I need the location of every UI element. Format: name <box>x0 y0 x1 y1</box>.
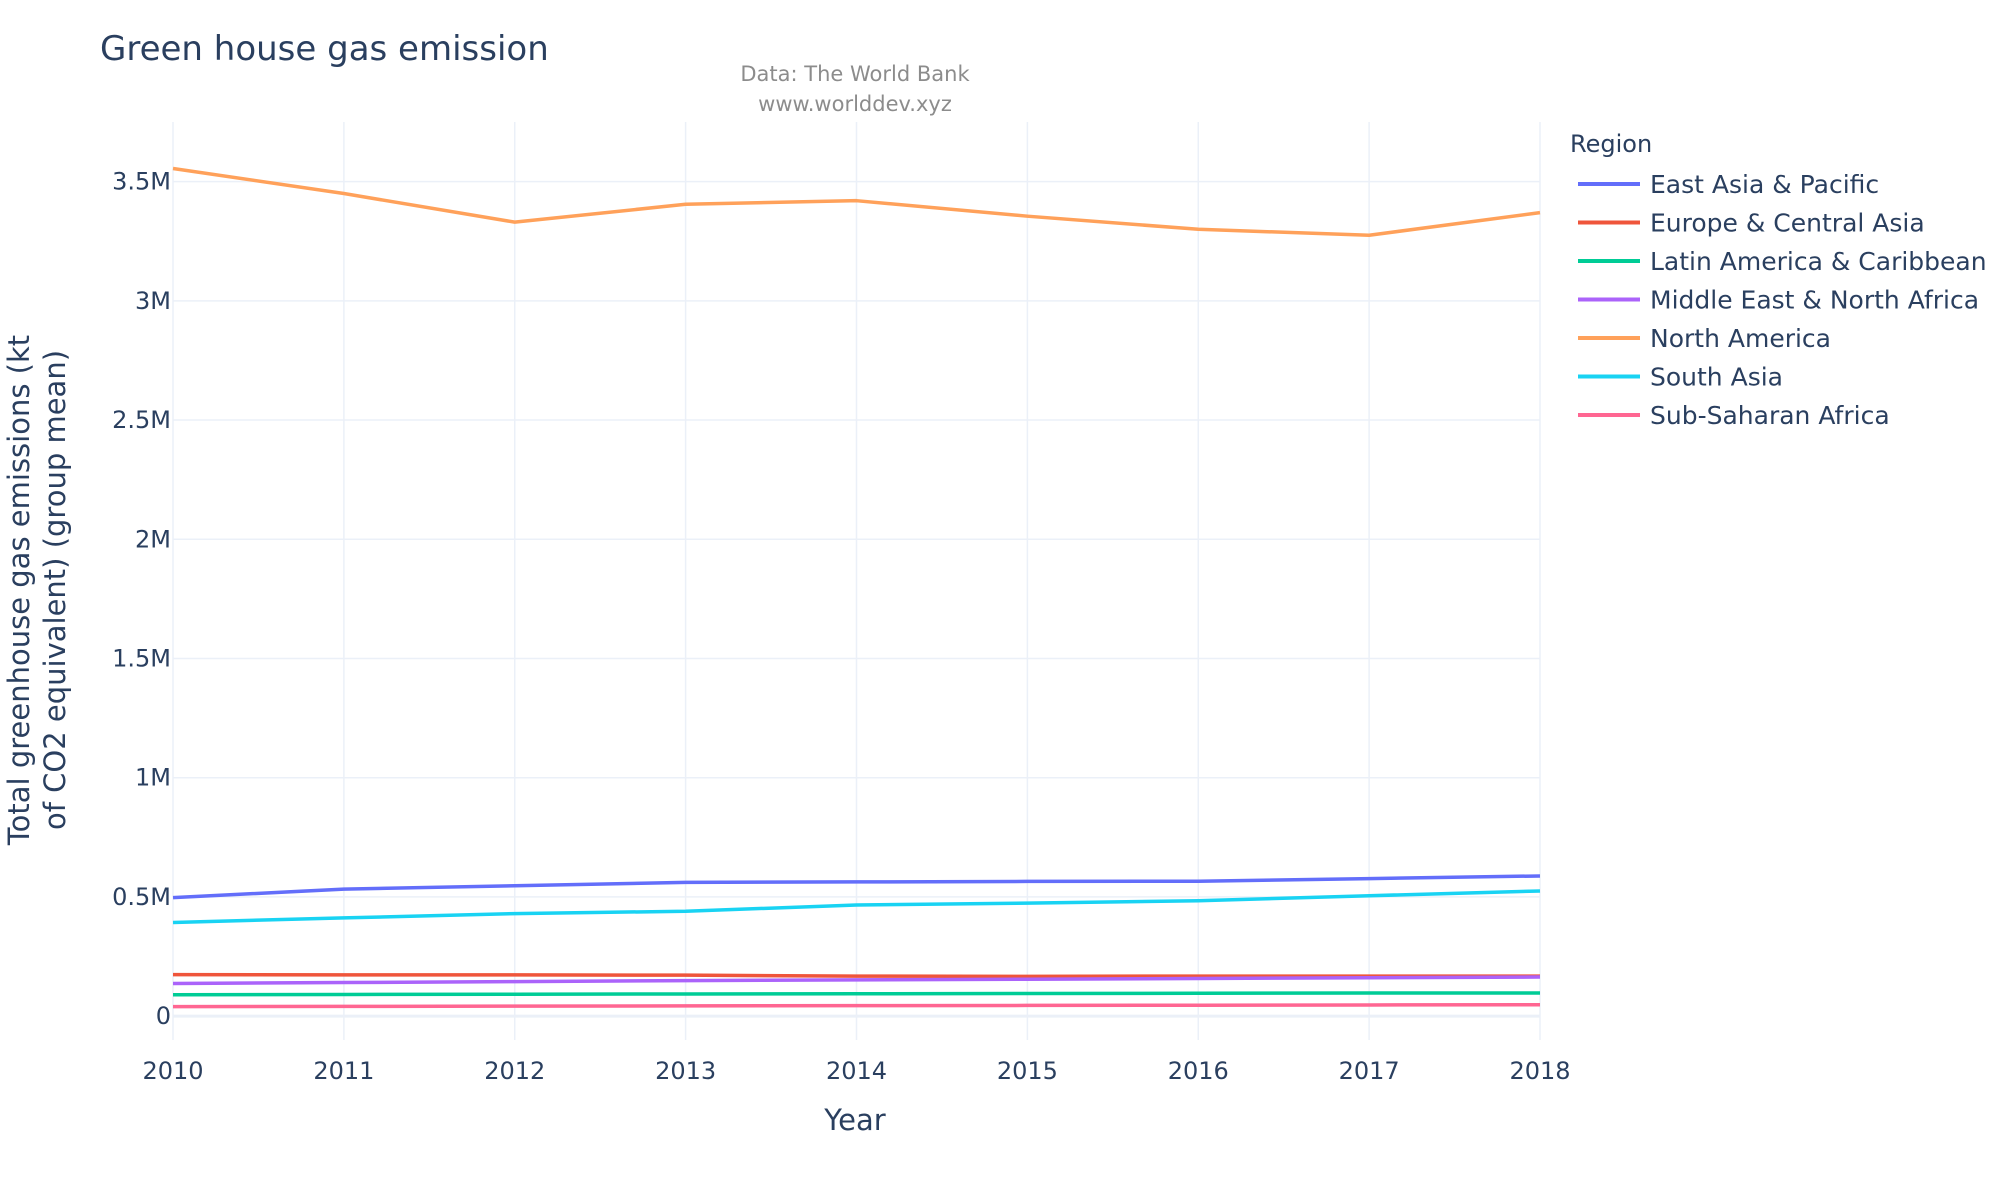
x-tick-label: 2015 <box>997 1057 1058 1085</box>
series-line-latin-america-caribbean <box>172 991 1540 997</box>
legend-label: Sub-Saharan Africa <box>1650 401 1890 430</box>
y-tick-label: 1.5M <box>112 644 171 672</box>
x-tick-label: 2011 <box>313 1057 374 1085</box>
legend-label: South Asia <box>1650 363 1783 392</box>
y-tick-label: 2M <box>135 525 171 553</box>
x-axis-ticks: 2010 2011 2012 2013 2014 2015 2016 2017 2018 <box>142 1057 1570 1085</box>
legend-label: Middle East & North Africa <box>1650 286 1979 315</box>
legend-item-europe-central-asia[interactable]: Europe & Central Asia <box>1578 209 1925 238</box>
series-line-middle-east-north-africa <box>172 975 1541 986</box>
legend-item-sub-saharan-africa[interactable]: Sub-Saharan Africa <box>1578 401 1890 430</box>
chart-subtitle-line-1: Data: The World Bank <box>740 62 970 86</box>
x-tick-label: 2016 <box>1168 1057 1229 1085</box>
chart-title: Green house gas emission <box>100 29 549 69</box>
x-tick-label: 2014 <box>826 1057 887 1085</box>
series-line-sub-saharan-africa <box>172 1002 1541 1009</box>
x-axis-title: Year <box>823 1103 885 1137</box>
y-tick-label: 2.5M <box>112 406 171 434</box>
series-line-east-asia-pacific <box>172 874 1541 900</box>
legend-item-middle-east-north-africa[interactable]: Middle East & North Africa <box>1578 286 1979 315</box>
series-line-europe-central-asia <box>172 972 1540 979</box>
chart-subtitle-line-2: www.worlddev.xyz <box>758 92 952 116</box>
legend-title: Region <box>1570 130 1652 158</box>
y-tick-label: 0.5M <box>112 883 171 911</box>
legend-label: North America <box>1650 324 1831 353</box>
legend-item-east-asia-pacific[interactable]: East Asia & Pacific <box>1578 170 1879 199</box>
x-tick-label: 2018 <box>1509 1057 1570 1085</box>
legend-item-north-america[interactable]: North America <box>1578 324 1831 353</box>
series-line-north-america <box>172 166 1541 238</box>
y-axis-title: Total greenhouse gas emissions (kt of CO… <box>2 335 72 846</box>
x-tick-label: 2012 <box>484 1057 545 1085</box>
y-axis-ticks: 0 0.5M 1M 1.5M 2M 2.5M 3M 3.5M <box>112 168 171 1031</box>
y-tick-label: 3.5M <box>112 168 171 196</box>
y-tick-label: 0 <box>156 1002 171 1030</box>
series-line-south-asia <box>172 889 1541 925</box>
grid <box>172 122 1541 1040</box>
legend-label: Latin America & Caribbean <box>1650 247 1987 276</box>
y-tick-label: 1M <box>135 764 171 792</box>
y-tick-label: 3M <box>135 287 171 315</box>
y-axis-title-line-2: of CO2 equivalent) (group mean) <box>38 350 72 830</box>
x-tick-label: 2017 <box>1339 1057 1400 1085</box>
legend-label: Europe & Central Asia <box>1650 209 1925 238</box>
legend-label: East Asia & Pacific <box>1650 170 1879 199</box>
series-lines <box>172 166 1541 1009</box>
legend-item-latin-america-caribbean[interactable]: Latin America & Caribbean <box>1578 247 1987 276</box>
legend-item-south-asia[interactable]: South Asia <box>1578 363 1783 392</box>
x-tick-label: 2010 <box>142 1057 203 1085</box>
legend: Region East Asia & Pacific Europe & Centr… <box>1570 130 1987 430</box>
y-axis-title-line-1: Total greenhouse gas emissions (kt <box>2 335 36 846</box>
x-tick-label: 2013 <box>655 1057 716 1085</box>
